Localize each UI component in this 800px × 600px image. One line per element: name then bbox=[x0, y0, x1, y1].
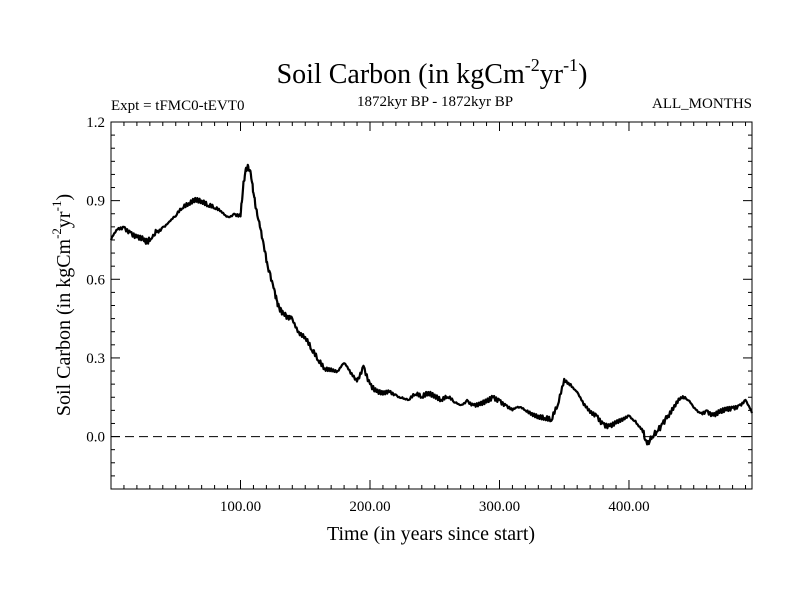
y-axis-label-mid: yr bbox=[53, 211, 75, 228]
y-axis-label-main: Soil Carbon (in kgCm bbox=[53, 238, 75, 416]
x-tick-label: 200.00 bbox=[349, 499, 390, 515]
experiment-label: Expt = tFMC0-tEVT0 bbox=[111, 98, 244, 114]
period-label: 1872kyr BP - 1872kyr BP bbox=[357, 94, 513, 110]
x-tick-label: 100.00 bbox=[220, 499, 261, 515]
y-axis-label-exp1: -2 bbox=[49, 228, 64, 239]
y-tick-label: 1.2 bbox=[86, 115, 105, 131]
chart-title-exp2: -1 bbox=[563, 55, 578, 75]
y-axis-label: Soil Carbon (in kgCm-2yr-1) bbox=[49, 194, 75, 416]
chart-title-exp1: -2 bbox=[525, 55, 540, 75]
x-tick-label: 300.00 bbox=[479, 499, 520, 515]
months-label: ALL_MONTHS bbox=[652, 96, 752, 112]
chart-title-close: ) bbox=[578, 59, 587, 90]
x-tick-label: 400.00 bbox=[608, 499, 649, 515]
x-axis-label: Time (in years since start) bbox=[327, 523, 535, 545]
chart-title-mid: yr bbox=[540, 59, 564, 90]
y-tick-label: 0.3 bbox=[86, 351, 105, 367]
y-tick-label: 0.6 bbox=[86, 272, 105, 288]
y-axis-label-close: ) bbox=[53, 194, 75, 201]
y-tick-label: 0.9 bbox=[86, 194, 105, 210]
y-tick-label: 0.0 bbox=[86, 430, 105, 446]
axis-tick-labels: 100.00 200.00 300.00 400.00 0.0 0.3 0.6 0.9 1.2 bbox=[86, 115, 649, 515]
soil-carbon-series-line bbox=[109, 163, 754, 446]
axis-ticks bbox=[111, 122, 752, 489]
chart-title: Soil Carbon (in kgCm-2yr-1) bbox=[277, 55, 588, 90]
chart-title-main: Soil Carbon (in kgCm bbox=[277, 59, 525, 90]
y-axis-label-exp2: -1 bbox=[49, 201, 64, 212]
